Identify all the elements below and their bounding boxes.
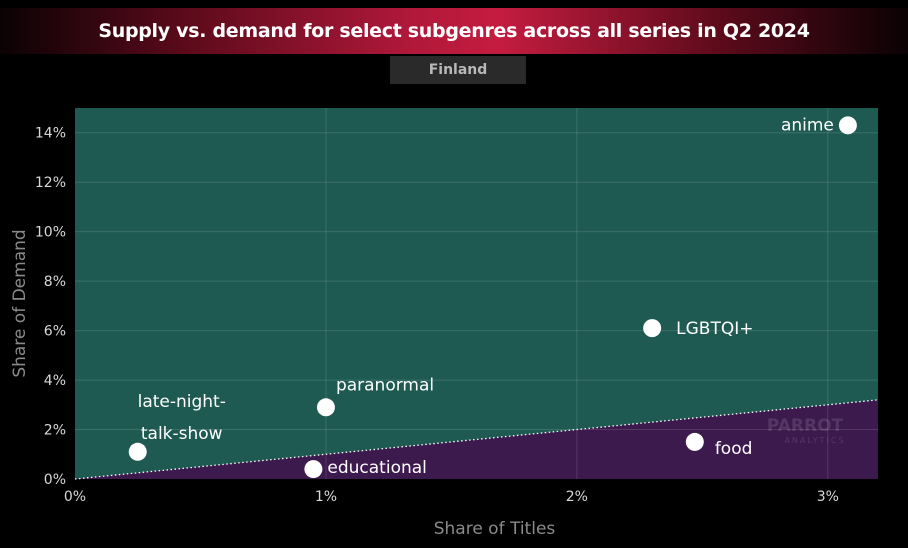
data-label: educational	[327, 458, 427, 478]
chart-title: Supply vs. demand for select subgenres a…	[98, 20, 810, 42]
data-point	[838, 116, 857, 135]
data-point	[643, 319, 662, 338]
data-label: food	[715, 439, 753, 459]
data-point	[304, 460, 323, 479]
y-tick-label: 8%	[44, 274, 66, 290]
y-tick-label: 14%	[35, 126, 66, 142]
data-label: anime	[781, 115, 834, 135]
x-tick-label: 2%	[566, 489, 588, 505]
data-point	[128, 442, 147, 461]
y-axis-title: Share of Demand	[10, 229, 30, 377]
y-tick-label: 4%	[44, 373, 66, 389]
y-tick-label: 10%	[35, 225, 66, 241]
data-label: paranormal	[336, 375, 434, 395]
country-badge: Finland	[390, 56, 526, 84]
parity-line	[74, 399, 879, 480]
x-tick-label: 3%	[817, 489, 839, 505]
data-label: talk-show	[141, 424, 223, 444]
watermark-sub: ANALYTICS	[784, 436, 845, 445]
data-label: LGBTQI+	[676, 319, 753, 339]
y-tick-label: 0%	[44, 472, 66, 488]
watermark-logo: PARROT	[767, 416, 844, 436]
data-label: late-night-	[138, 392, 226, 412]
x-tick-label: 1%	[315, 489, 337, 505]
title-banner	[0, 8, 908, 54]
y-tick-label: 6%	[44, 324, 66, 340]
x-tick-label: 0%	[64, 489, 86, 505]
data-point	[685, 432, 704, 451]
y-tick-label: 12%	[35, 175, 66, 191]
data-point	[316, 398, 335, 417]
x-axis-title: Share of Titles	[434, 519, 556, 539]
y-tick-label: 2%	[44, 423, 66, 439]
